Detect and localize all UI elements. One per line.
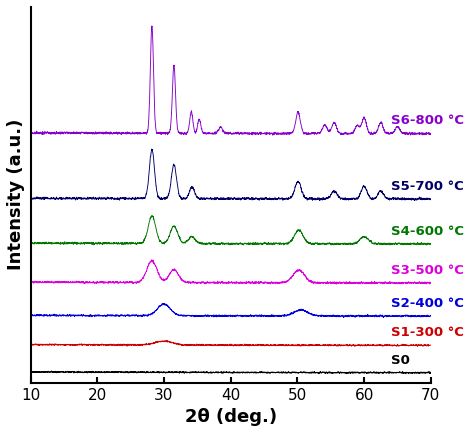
Text: S3-500 °C: S3-500 °C [391,264,464,277]
Text: S5-700 °C: S5-700 °C [391,180,464,193]
Y-axis label: Intensity (a.u.): Intensity (a.u.) [7,119,25,271]
Text: S1-300 °C: S1-300 °C [391,326,464,339]
Text: S0: S0 [391,354,410,367]
Text: S4-600 °C: S4-600 °C [391,225,464,238]
Text: S2-400 °C: S2-400 °C [391,297,464,310]
X-axis label: 2θ (deg.): 2θ (deg.) [184,408,277,426]
Text: S6-800 °C: S6-800 °C [391,113,464,126]
